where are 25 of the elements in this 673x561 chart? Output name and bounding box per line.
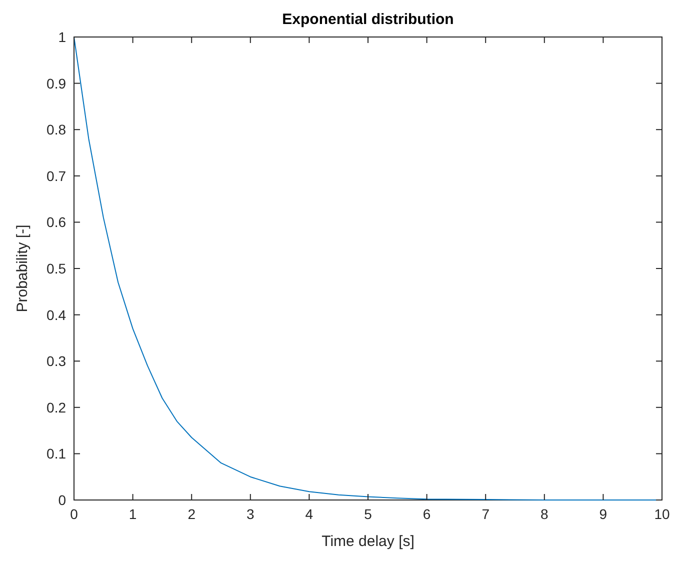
x-tick-label: 0	[70, 506, 78, 522]
x-tick-label: 5	[364, 506, 372, 522]
x-tick-label: 6	[422, 506, 431, 522]
y-tick-label: 0.4	[46, 306, 66, 323]
x-tick-label: 9	[599, 506, 608, 522]
y-axis-title: Probability [-]	[14, 224, 31, 312]
x-tick-label: 4	[305, 506, 314, 522]
y-tick-label: 1	[58, 29, 66, 45]
y-tick-label: 0.3	[46, 353, 66, 370]
x-tick-label: 2	[188, 506, 196, 522]
x-tick-label: 8	[540, 506, 548, 522]
y-tick-label: 0.7	[46, 168, 66, 184]
y-tick-label: 0.6	[46, 214, 66, 230]
x-tick-label: 10	[654, 506, 670, 522]
x-tick-label: 1	[128, 506, 137, 522]
y-tick-label: 0.5	[46, 260, 66, 276]
x-axis-title: Time delay [s]	[322, 533, 414, 550]
x-tick-label: 3	[246, 506, 254, 522]
y-tick-label: 0	[58, 492, 66, 508]
y-tick-label: 0.2	[46, 399, 66, 416]
y-tick-label: 0.8	[46, 122, 66, 138]
chart-title: Exponential distribution	[282, 11, 454, 28]
x-tick-label: 7	[482, 506, 490, 522]
y-tick-label: 0.1	[46, 446, 66, 462]
y-tick-label: 0.9	[46, 75, 66, 92]
